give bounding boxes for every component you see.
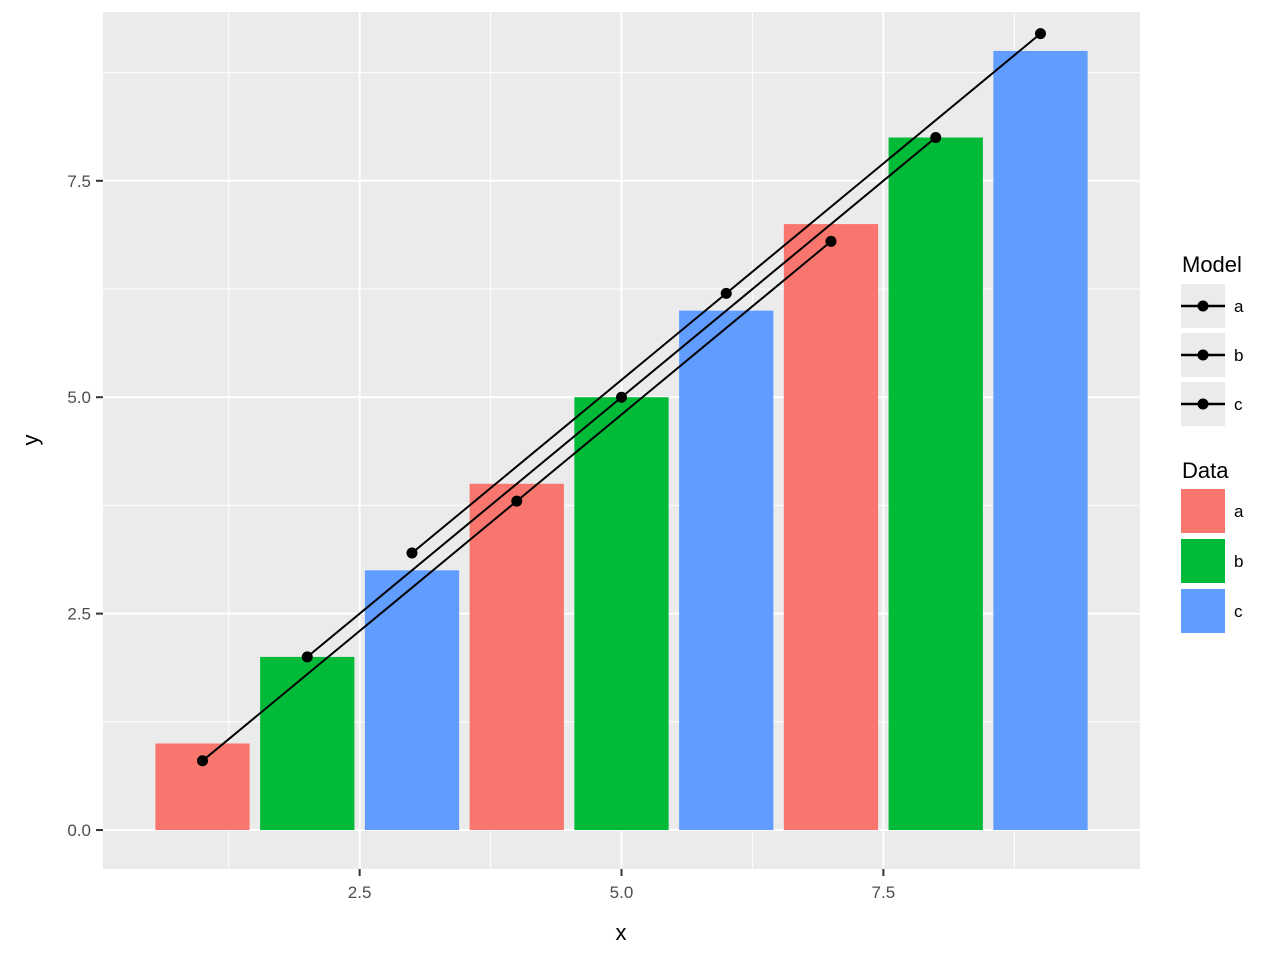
bars (155, 50, 1088, 831)
point-c (406, 547, 418, 559)
bar-b (574, 397, 669, 831)
legend-model-label: c (1234, 395, 1243, 414)
legend-model-label: b (1234, 346, 1243, 365)
legend-data-key-b (1181, 539, 1225, 583)
y-tick-label: 5.0 (67, 388, 91, 407)
point-a (197, 755, 209, 767)
point-b (930, 132, 942, 144)
bar-b (260, 656, 355, 831)
legend-model-key-point (1197, 300, 1209, 312)
legend-data-label: b (1234, 552, 1243, 571)
bar-a (783, 224, 879, 831)
y-axis: 0.0 2.5 5.0 7.5 (67, 172, 103, 840)
legend-model: Model a b c (1181, 252, 1244, 426)
y-axis-title: y (18, 435, 43, 446)
y-tick-label: 7.5 (67, 172, 91, 191)
x-tick-label: 5.0 (610, 883, 634, 902)
legend-data: Data a b c (1181, 458, 1244, 633)
point-b (616, 391, 627, 403)
y-tick-label: 2.5 (67, 605, 91, 624)
legend-model-key-point (1197, 349, 1209, 361)
x-axis-title: x (616, 920, 627, 945)
bar-c (993, 50, 1088, 831)
bar-a (469, 483, 564, 831)
legend-data-key-a (1181, 489, 1225, 533)
legend-data-label: c (1234, 602, 1243, 621)
legend-model-key-point (1197, 398, 1209, 410)
bar-c (364, 570, 460, 831)
point-b (301, 651, 313, 663)
legend-model-label: a (1234, 297, 1244, 316)
bar-b (888, 137, 983, 831)
point-a (511, 495, 523, 507)
x-axis: 2.5 5.0 7.5 (348, 869, 895, 902)
y-tick-label: 0.0 (67, 821, 91, 840)
model-points (197, 28, 1046, 767)
bar-c (679, 310, 774, 831)
point-c (720, 287, 732, 299)
legend-model-title: Model (1182, 252, 1242, 277)
point-c (1034, 28, 1046, 40)
legend-data-title: Data (1182, 458, 1229, 483)
legend-data-label: a (1234, 502, 1244, 521)
x-tick-label: 2.5 (348, 883, 372, 902)
legend-data-key-c (1181, 589, 1225, 633)
point-a (825, 235, 837, 247)
x-tick-label: 7.5 (872, 883, 896, 902)
